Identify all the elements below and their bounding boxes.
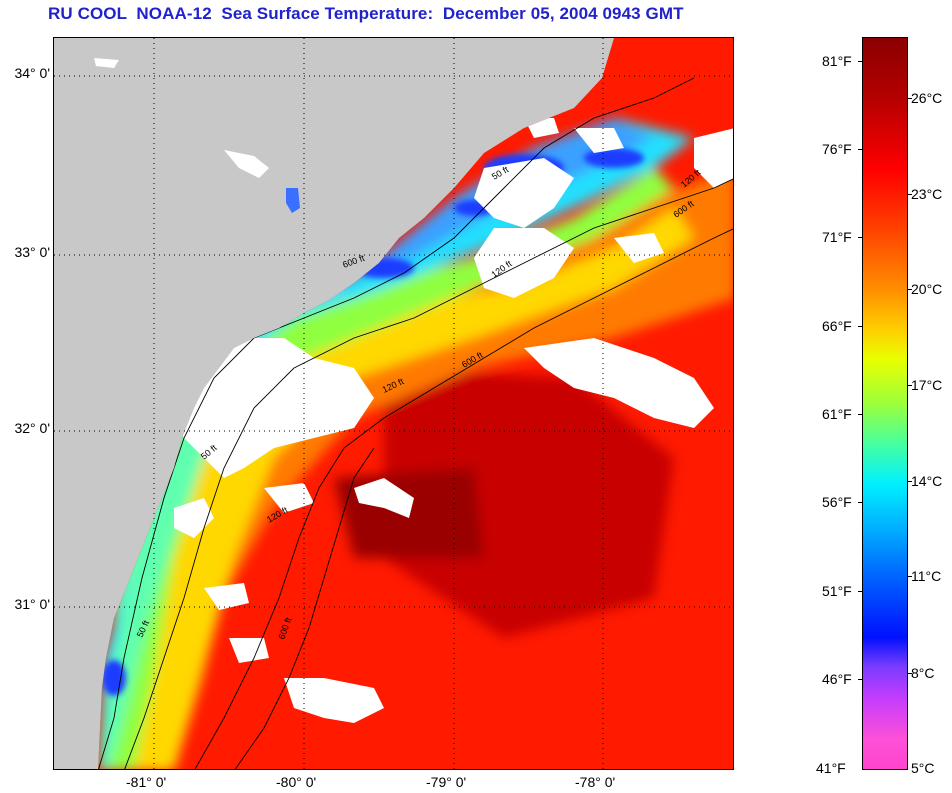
colorbar-f-label: 66°F	[822, 318, 852, 334]
lat-label: 32° 0'	[14, 420, 50, 436]
colorbar-c-label: 8°C	[911, 665, 935, 681]
colorbar-tick	[858, 149, 862, 150]
colorbar-tick	[908, 673, 912, 674]
colorbar-f-label: 51°F	[822, 583, 852, 599]
colorbar-c-label: 5°C	[911, 760, 935, 776]
colorbar-tick	[908, 289, 912, 290]
colorbar-tick	[908, 385, 912, 386]
colorbar-tick	[908, 194, 912, 195]
colorbar-c-label: 23°C	[911, 186, 943, 202]
colorbar-tick	[858, 679, 862, 680]
colorbar-c-label: 17°C	[911, 377, 943, 393]
sst-map[interactable]: 50 ft 120 ft 600 ft 120 ft 600 ft 120 ft…	[53, 37, 734, 770]
colorbar-tick	[858, 591, 862, 592]
colorbar-tick	[908, 576, 912, 577]
lat-label: 33° 0'	[14, 244, 50, 260]
colorbar-f-label: 81°F	[822, 53, 852, 69]
colorbar-tick	[858, 237, 862, 238]
colorbar-tick	[858, 326, 862, 327]
colorbar-f-label: 56°F	[822, 494, 852, 510]
colorbar-tick	[908, 481, 912, 482]
lon-label: -79° 0'	[426, 774, 467, 790]
colorbar-tick	[858, 61, 862, 62]
colorbar-f-label: 71°F	[822, 229, 852, 245]
colorbar-f-label: 41°F	[816, 760, 846, 776]
inland-water	[94, 58, 269, 178]
chart-title: RU COOL NOAA-12 Sea Surface Temperature:…	[48, 4, 684, 23]
colorbar-c-label: 11°C	[911, 568, 942, 584]
colorbar-c-label: 20°C	[911, 281, 943, 297]
colorbar-tick	[908, 98, 912, 99]
temperature-colorbar	[862, 37, 908, 770]
lon-label: -81° 0'	[126, 774, 167, 790]
lat-label: 31° 0'	[14, 596, 50, 612]
colorbar-c-label: 14°C	[911, 473, 943, 489]
colorbar-tick	[858, 414, 862, 415]
graticule	[54, 38, 733, 769]
colorbar-f-label: 46°F	[822, 671, 852, 687]
colorbar-f-label: 76°F	[822, 141, 852, 157]
lat-label: 34° 0'	[14, 65, 50, 81]
colorbar-tick	[858, 502, 862, 503]
lon-label: -80° 0'	[276, 774, 317, 790]
lon-label: -78° 0'	[575, 774, 616, 790]
colorbar-c-label: 26°C	[911, 90, 943, 106]
colorbar-f-label: 61°F	[822, 406, 852, 422]
sst-map-svg: 50 ft 120 ft 600 ft 120 ft 600 ft 120 ft…	[54, 38, 733, 769]
